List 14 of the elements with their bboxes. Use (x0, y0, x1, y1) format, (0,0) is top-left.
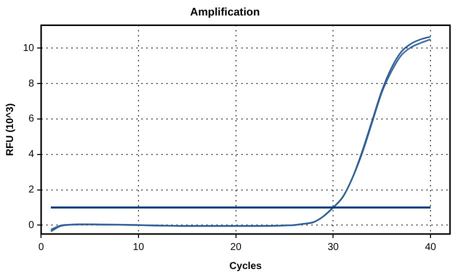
x-tick-label: 10 (132, 242, 144, 253)
y-tick-label: 4 (28, 149, 35, 160)
x-tick-label: 40 (424, 242, 437, 253)
y-tick-label: 6 (28, 114, 35, 125)
chart-title: Amplification (190, 6, 260, 19)
y-tick-label: 10 (23, 42, 35, 54)
x-tick-label: 20 (230, 242, 242, 253)
y-tick-label: 0 (28, 220, 35, 231)
y-tick-label: 8 (28, 78, 35, 90)
y-axis-title: RFU (10^3) (4, 103, 16, 156)
x-axis-title: Cycles (229, 260, 262, 272)
y-tick-label: 2 (28, 184, 35, 196)
x-tick-label: 0 (38, 242, 44, 253)
x-tick-label: 30 (328, 242, 340, 253)
